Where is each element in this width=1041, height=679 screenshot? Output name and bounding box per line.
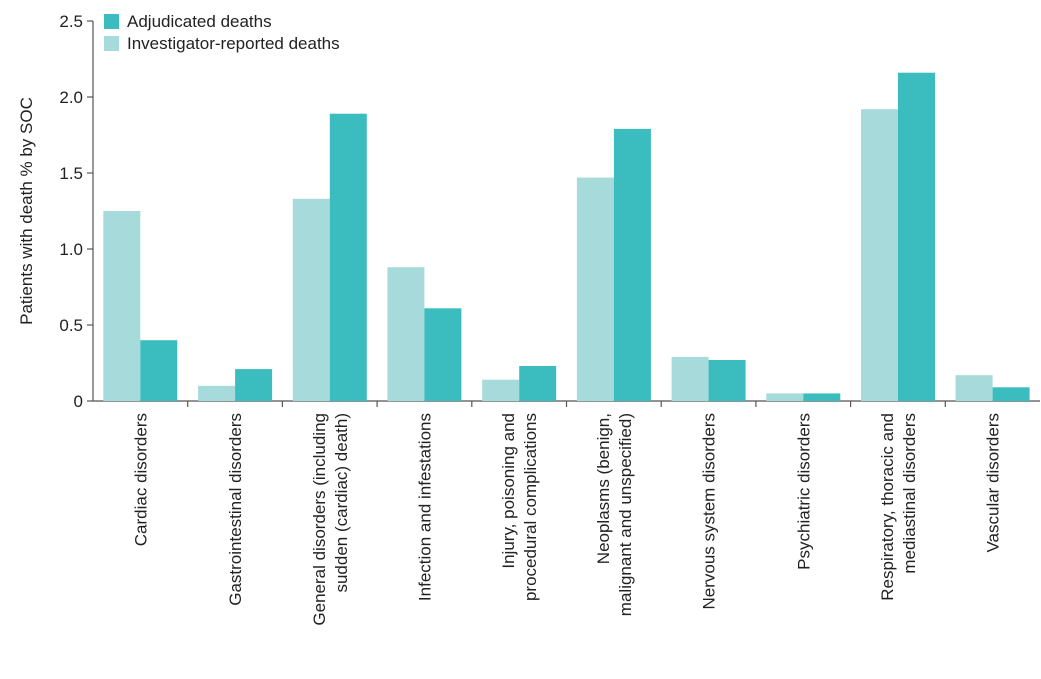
investigator-bar [955,375,993,401]
adjudicated-bar [708,360,746,401]
adjudicated-bar [329,113,367,401]
investigator-bar [292,198,330,401]
x-tick-label: Nervous system disorders [700,413,719,610]
x-tick-label: Injury, poisoning and [499,413,518,569]
adjudicated-bar [519,366,557,401]
legend: Adjudicated deaths Investigator-reported … [104,12,340,53]
x-tick-label: General disorders (including [310,413,329,626]
y-tick-label: 1.5 [59,164,83,183]
legend-label: Adjudicated deaths [127,12,272,31]
x-tick-label: procedural complications [521,413,540,601]
adjudicated-bar [613,128,651,401]
investigator-bar [861,109,898,401]
investigator-bar [387,267,425,401]
x-tick-label: sudden (cardiac) death) [332,413,351,593]
x-tick-label: Cardiac disorders [131,413,150,546]
investigator-bar [766,393,804,401]
investigator-bar [576,177,614,401]
y-tick-label: 2.5 [59,12,83,31]
y-axis-title-group: Patients with death % by SOC [17,97,36,325]
y-axis-title: Patients with death % by SOC [17,97,36,325]
x-tick-labels: Cardiac disorders Gastrointestinal disord… [131,413,1002,626]
investigator-bar [671,356,709,401]
x-tick-label: malignant and unspecified) [616,413,635,616]
legend-swatch [104,14,119,29]
y-tick-label: 2.0 [59,88,83,107]
bars [103,72,1030,401]
adjudicated-bar [140,340,178,401]
x-tick-label: Infection and infestations [415,413,434,601]
x-tick-label: Neoplasms (benign, [594,413,613,564]
y-tick-label: 1.0 [59,240,83,259]
x-tick-label: Psychiatric disorders [794,413,813,570]
adjudicated-bar [803,393,841,401]
y-tick-label: 0.5 [59,316,83,335]
x-tick-label: Vascular disorders [984,413,1003,553]
investigator-bar [198,385,236,401]
x-tick-label: mediastinal disorders [900,413,919,574]
adjudicated-bar [424,308,462,401]
legend-label: Investigator-reported deaths [127,34,340,53]
investigator-bar [103,211,141,401]
investigator-bar [482,379,520,401]
adjudicated-bar [992,387,1030,401]
adjudicated-bar [235,369,273,401]
x-tick-label: Gastrointestinal disorders [226,413,245,606]
x-tick-label: Respiratory, thoracic and [878,413,897,601]
adjudicated-bar [898,72,935,401]
legend-swatch [104,36,119,51]
y-tick-label: 0 [74,392,83,411]
